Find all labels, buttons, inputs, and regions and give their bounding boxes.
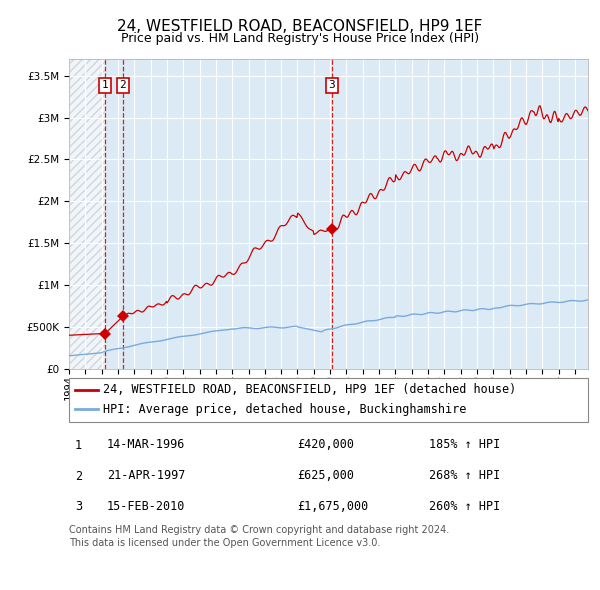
Bar xyxy=(69,59,105,369)
Text: £1,675,000: £1,675,000 xyxy=(297,500,368,513)
Text: 2: 2 xyxy=(119,80,126,90)
Text: 260% ↑ HPI: 260% ↑ HPI xyxy=(429,500,500,513)
Text: 1: 1 xyxy=(75,439,82,452)
Text: Price paid vs. HM Land Registry's House Price Index (HPI): Price paid vs. HM Land Registry's House … xyxy=(121,32,479,45)
Text: 1: 1 xyxy=(101,80,109,90)
Text: 14-MAR-1996: 14-MAR-1996 xyxy=(107,438,185,451)
Text: 24, WESTFIELD ROAD, BEACONSFIELD, HP9 1EF: 24, WESTFIELD ROAD, BEACONSFIELD, HP9 1E… xyxy=(118,19,482,34)
Text: £420,000: £420,000 xyxy=(297,438,354,451)
Text: 21-APR-1997: 21-APR-1997 xyxy=(107,469,185,482)
Text: 2: 2 xyxy=(75,470,82,483)
Text: 3: 3 xyxy=(75,500,82,513)
Text: This data is licensed under the Open Government Licence v3.0.: This data is licensed under the Open Gov… xyxy=(69,537,380,548)
Text: Contains HM Land Registry data © Crown copyright and database right 2024.: Contains HM Land Registry data © Crown c… xyxy=(69,525,449,535)
FancyBboxPatch shape xyxy=(69,378,588,422)
Text: HPI: Average price, detached house, Buckinghamshire: HPI: Average price, detached house, Buck… xyxy=(103,403,466,416)
Text: 15-FEB-2010: 15-FEB-2010 xyxy=(107,500,185,513)
Text: 24, WESTFIELD ROAD, BEACONSFIELD, HP9 1EF (detached house): 24, WESTFIELD ROAD, BEACONSFIELD, HP9 1E… xyxy=(103,384,516,396)
Text: 3: 3 xyxy=(329,80,335,90)
Text: £625,000: £625,000 xyxy=(297,469,354,482)
Text: 185% ↑ HPI: 185% ↑ HPI xyxy=(429,438,500,451)
Text: 268% ↑ HPI: 268% ↑ HPI xyxy=(429,469,500,482)
